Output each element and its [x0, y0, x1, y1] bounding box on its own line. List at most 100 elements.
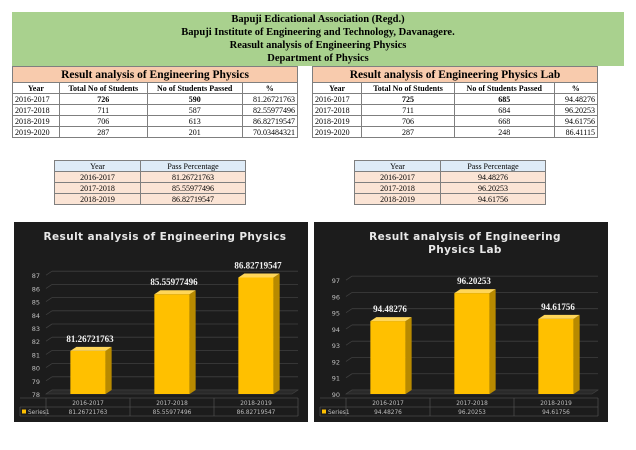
col-header: No of Students Passed [146, 82, 243, 94]
y-tick-label: 84 [32, 312, 40, 320]
cell: 2016-2017 [311, 93, 363, 105]
cell: 81.26721763 [140, 171, 246, 183]
col-header: Year [311, 82, 363, 94]
cell: 725 [361, 93, 455, 105]
data-label: 86.82719547 [234, 260, 282, 270]
table-row: 2016-2017 726 590 81.26721763 [12, 93, 299, 105]
y-tick-label: 85 [32, 299, 40, 307]
cell: 711 [58, 104, 148, 116]
table-row: 2016-2017 94.48276 [354, 171, 546, 183]
x-tick-label: 2017-2018 [156, 401, 188, 407]
cell: 2017-2018 [12, 104, 60, 116]
table-title: Result analysis of Engineering Physics L… [312, 66, 598, 83]
col-header: Total No of Students [361, 82, 455, 94]
data-label: 81.26721763 [66, 334, 114, 344]
table-value: 96.20253 [458, 410, 486, 416]
bar-top [370, 317, 412, 322]
table-row: 2017-2018 85.55977496 [54, 182, 246, 194]
data-label: 94.48276 [373, 304, 407, 314]
gridline-side [45, 350, 53, 355]
col-header: Pass Percentage [140, 160, 246, 172]
col-header: No of Students Passed [453, 82, 555, 94]
result-table-physics-lab: Result analysis of Engineering Physics L… [311, 66, 599, 138]
cell: 2019-2020 [12, 126, 60, 138]
header-line: Department of Physics [267, 53, 369, 64]
x-tick-label: 2016-2017 [72, 401, 104, 407]
cell: 2016-2017 [354, 171, 441, 183]
cell: 70.03484321 [241, 126, 299, 138]
data-label: 85.55977496 [150, 277, 198, 287]
bar [154, 294, 190, 394]
gridline-side [45, 310, 53, 316]
bar-side [189, 290, 196, 394]
gridline-side [45, 323, 53, 329]
table-value: 86.82719547 [237, 410, 276, 416]
col-header: Pass Percentage [440, 160, 546, 172]
gridline-side [45, 363, 53, 368]
legend-label: Series1 [28, 410, 50, 416]
pass-table-physics-lab: Year Pass Percentage 2016-2017 94.48276 … [354, 160, 546, 205]
table-title: Result analysis of Engineering Physics [12, 66, 298, 83]
legend-key [322, 409, 326, 414]
table-value: 81.26721763 [69, 410, 108, 416]
y-tick-label: 81 [32, 351, 40, 359]
x-tick-label: 2018-2019 [240, 401, 272, 407]
bar [454, 293, 490, 394]
data-label: 96.20253 [457, 276, 491, 286]
x-tick-label: 2018-2019 [540, 401, 572, 407]
bar-side [273, 273, 280, 394]
table-row: 2017-2018 711 684 96.20253 [311, 104, 599, 116]
gridline-side [345, 308, 353, 313]
page-header: Bapuji Edicational Association (Regd.) B… [12, 12, 624, 66]
result-table-physics: Result analysis of Engineering Physics Y… [12, 66, 299, 138]
table-row: 2016-2017 81.26721763 [54, 171, 246, 183]
bar [238, 277, 274, 394]
bar-top [238, 273, 280, 278]
cell: 2016-2017 [12, 93, 60, 105]
table-row: 2017-2018 96.20253 [354, 182, 546, 194]
pass-table-physics: Year Pass Percentage 2016-2017 81.267217… [54, 160, 246, 205]
col-header: % [241, 82, 299, 94]
y-tick-label: 79 [32, 378, 40, 386]
y-tick-label: 86 [32, 285, 40, 293]
y-tick-label: 90 [332, 391, 340, 399]
x-tick-label: 2016-2017 [372, 401, 404, 407]
table-row: 2018-2019 706 668 94.61756 [311, 115, 599, 127]
table-value: 85.55977496 [153, 410, 192, 416]
gridline-side [345, 373, 353, 379]
col-header: Year [12, 82, 60, 94]
y-tick-label: 80 [32, 365, 40, 373]
table-row: 2019-2020 287 248 86.41115 [311, 126, 599, 138]
gridline-side [345, 357, 353, 362]
table-row: 2018-2019 86.82719547 [54, 193, 246, 205]
cell: 587 [146, 104, 243, 116]
gridline-side [45, 297, 53, 302]
y-tick-label: 87 [32, 272, 40, 280]
table-row: 2018-2019 94.61756 [354, 193, 546, 205]
y-tick-label: 78 [32, 391, 40, 399]
chart-title: Physics Lab [428, 244, 502, 256]
cell: 2018-2019 [311, 115, 363, 127]
table-value: 94.61756 [542, 410, 570, 416]
cell: 248 [453, 126, 555, 138]
col-header: Year [54, 160, 141, 172]
bar-top [454, 289, 496, 294]
data-label: 94.61756 [541, 302, 575, 312]
cell: 82.55977496 [241, 104, 299, 116]
cell: 2019-2020 [311, 126, 363, 138]
gridline-side [45, 376, 53, 382]
col-header: Total No of Students [58, 82, 148, 94]
cell: 711 [361, 104, 455, 116]
cell: 668 [453, 115, 555, 127]
chart-svg: Result analysis of Engineering Physics 78… [19, 231, 299, 417]
bar-side [573, 314, 580, 394]
cell: 2018-2019 [12, 115, 60, 127]
bar-top [538, 314, 580, 319]
cell: 86.82719547 [140, 193, 246, 205]
chart-title: Result analysis of Engineering [369, 231, 561, 243]
y-tick-label: 95 [332, 310, 340, 318]
table-row: 2016-2017 725 685 94.48276 [311, 93, 599, 105]
gridline-side [345, 292, 353, 297]
cell: 2017-2018 [54, 182, 141, 194]
